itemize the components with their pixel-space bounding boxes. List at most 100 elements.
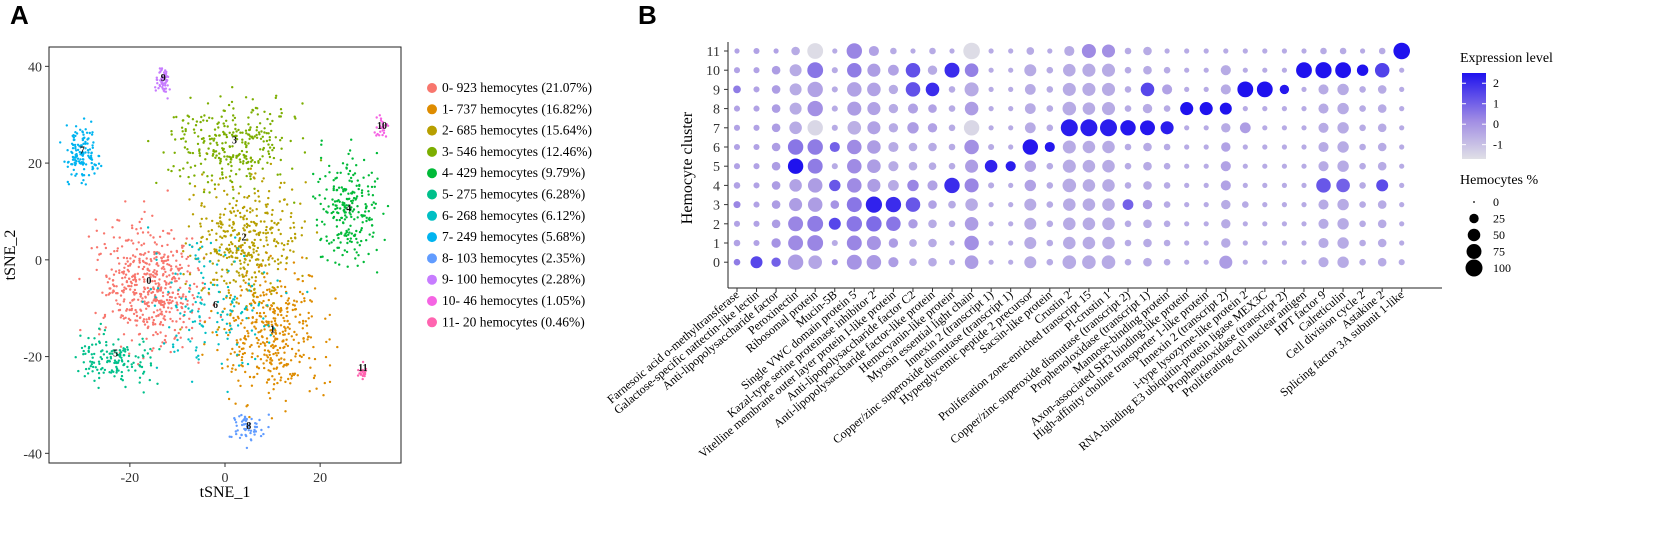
dotplot-dot xyxy=(1337,141,1349,153)
tsne-point xyxy=(229,294,232,297)
tsne-point xyxy=(303,151,307,154)
tsne-point xyxy=(162,89,165,92)
tsne-point xyxy=(228,322,231,325)
dotplot-dot xyxy=(1281,48,1287,54)
dotplot-dot xyxy=(1162,84,1173,95)
dotplot-dot xyxy=(908,161,918,171)
tsne-point xyxy=(237,192,241,195)
tsne-legend-swatch xyxy=(427,83,437,93)
dotplot-dot xyxy=(988,86,994,92)
tsne-point xyxy=(152,323,155,326)
tsne-point xyxy=(205,217,208,220)
tsne-point xyxy=(86,149,90,152)
tsne-point xyxy=(220,226,223,229)
tsne-point xyxy=(339,193,343,196)
tsne-point xyxy=(201,245,204,248)
tsne-point xyxy=(354,257,357,260)
tsne-point xyxy=(223,155,226,158)
tsne-point xyxy=(230,169,233,172)
tsne-point xyxy=(107,293,110,296)
tsne-point xyxy=(112,370,115,373)
tsne-point xyxy=(261,167,264,170)
size-legend-dot xyxy=(1465,259,1483,277)
tsne-point xyxy=(189,166,192,169)
tsne-point xyxy=(237,247,240,250)
dotplot-dot xyxy=(949,240,955,246)
dotplot-dot xyxy=(948,105,956,112)
tsne-point xyxy=(335,200,339,203)
colorbar-tick-label: 2 xyxy=(1493,76,1499,90)
tsne-point xyxy=(229,161,232,164)
tsne-point xyxy=(243,418,246,421)
tsne-point xyxy=(143,286,146,289)
tsne-point xyxy=(286,310,289,314)
tsne-point xyxy=(138,220,141,224)
dotplot-dot xyxy=(1237,81,1254,98)
tsne-point xyxy=(147,291,150,294)
tsne-point xyxy=(336,171,339,175)
tsne-point xyxy=(248,422,252,425)
tsne-point xyxy=(229,234,232,237)
tsne-point xyxy=(161,86,164,89)
tsne-point xyxy=(289,359,293,362)
tsne-y-tick-label: 20 xyxy=(28,157,42,172)
tsne-point xyxy=(280,242,284,245)
tsne-point xyxy=(231,145,234,148)
tsne-point xyxy=(350,215,353,219)
tsne-point xyxy=(273,378,276,381)
tsne-point xyxy=(238,238,241,241)
tsne-point xyxy=(211,219,214,223)
tsne-point xyxy=(118,236,121,239)
tsne-legend-label: 0- 923 hemocytes (21.07%) xyxy=(442,80,592,95)
tsne-point xyxy=(177,277,181,280)
tsne-point xyxy=(197,361,200,364)
tsne-legend-label: 11- 20 hemocytes (0.46%) xyxy=(442,314,585,329)
tsne-point xyxy=(328,313,331,317)
tsne-point xyxy=(160,310,163,313)
tsne-point xyxy=(152,333,155,337)
tsne-point xyxy=(308,357,311,360)
dotplot-dot xyxy=(1359,105,1366,112)
tsne-point xyxy=(85,131,89,134)
dotplot-dot xyxy=(927,65,938,75)
tsne-point xyxy=(204,158,207,161)
tsne-point xyxy=(247,282,250,285)
tsne-point xyxy=(125,280,129,283)
tsne-point xyxy=(106,360,109,364)
tsne-point xyxy=(276,381,279,385)
tsne-point xyxy=(246,308,249,312)
tsne-point xyxy=(166,189,169,192)
tsne-point xyxy=(301,279,304,283)
dotplot-y-tick-label: 4 xyxy=(713,179,720,194)
tsne-point xyxy=(258,231,262,234)
dotplot-dot xyxy=(847,82,862,97)
tsne-point xyxy=(124,262,127,266)
tsne-point xyxy=(178,317,182,320)
tsne-point xyxy=(140,217,143,221)
dotplot-dot xyxy=(1221,238,1231,248)
tsne-point xyxy=(97,162,101,165)
dotplot-dot xyxy=(1082,140,1096,154)
tsne-point xyxy=(284,343,288,346)
tsne-point xyxy=(273,319,277,323)
tsne-point xyxy=(120,314,123,317)
tsne-point xyxy=(243,351,246,355)
tsne-point xyxy=(278,332,282,335)
tsne-point xyxy=(112,236,116,239)
tsne-point xyxy=(253,229,257,233)
tsne-point xyxy=(92,361,96,364)
dotplot-dot xyxy=(771,257,781,267)
tsne-point xyxy=(223,150,226,154)
dotplot-dot xyxy=(1377,123,1387,133)
dotplot-dot xyxy=(831,163,838,170)
tsne-point xyxy=(182,293,185,296)
tsne-point xyxy=(221,142,224,145)
tsne-point xyxy=(290,212,293,215)
tsne-point xyxy=(144,296,147,299)
tsne-point xyxy=(203,303,206,306)
tsne-point xyxy=(77,369,80,373)
tsne-point xyxy=(175,334,178,337)
tsne-point xyxy=(255,208,258,211)
tsne-point xyxy=(247,133,250,136)
tsne-point xyxy=(355,229,358,233)
